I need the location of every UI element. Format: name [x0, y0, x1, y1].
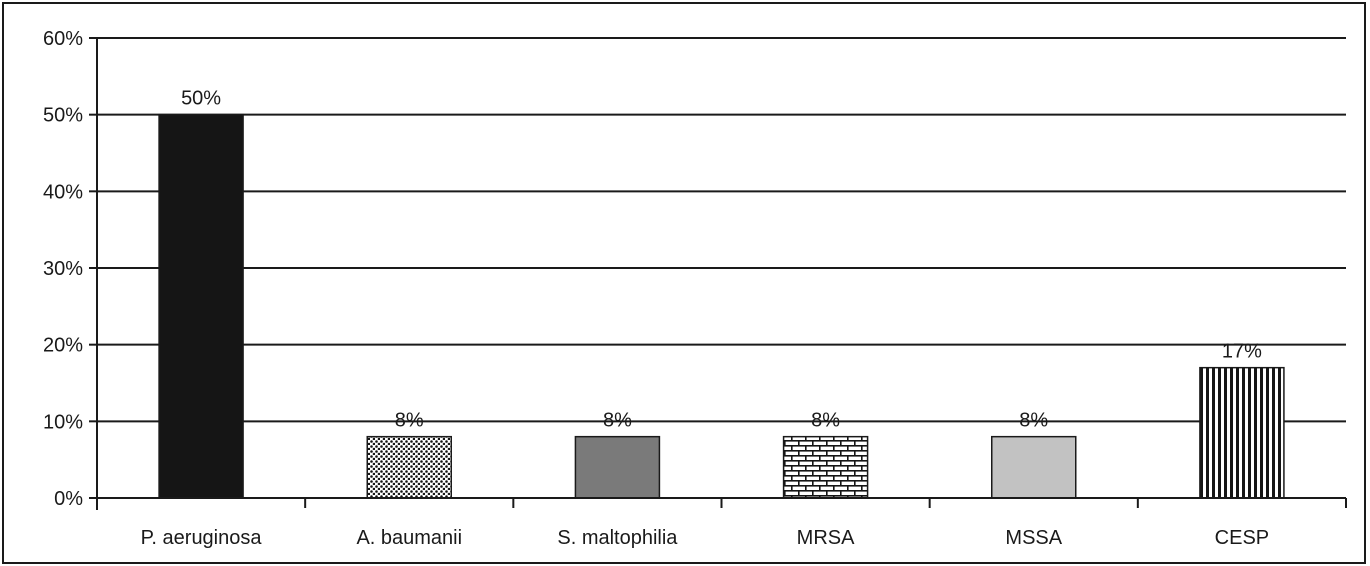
bar [574, 435, 661, 499]
labels: 0% 10% 20% 30% 40% 50% 60% 50% P. aeruginosa 8% A.… [43, 28, 1269, 549]
x-category-label: A. baumanii [356, 527, 462, 549]
x-category-label: MSSA [1005, 527, 1062, 549]
y-tick-label: 0% [54, 488, 83, 510]
bar [1199, 366, 1285, 499]
y-tick-label: 50% [43, 105, 83, 127]
y-tick-label: 10% [43, 411, 83, 433]
bar [782, 435, 869, 499]
data-label: 50% [181, 88, 221, 110]
x-category-label: S. maltophilia [557, 527, 678, 549]
bars [158, 113, 1285, 499]
y-tick-label: 30% [43, 258, 83, 280]
bar [366, 435, 452, 499]
y-tick-label: 40% [43, 181, 83, 203]
axes [89, 37, 1347, 510]
data-label: 8% [1019, 410, 1048, 432]
y-tick-label: 20% [43, 335, 83, 357]
x-category-label: CESP [1215, 527, 1269, 549]
bar [991, 435, 1077, 499]
bar [158, 113, 244, 499]
data-label: 17% [1222, 341, 1262, 363]
x-category-label: P. aeruginosa [141, 527, 263, 549]
data-label: 8% [603, 410, 632, 432]
y-tick-label: 60% [43, 28, 83, 50]
grid-lines [97, 37, 1346, 423]
data-label: 8% [395, 410, 424, 432]
x-category-label: MRSA [797, 527, 855, 549]
data-label: 8% [811, 410, 840, 432]
